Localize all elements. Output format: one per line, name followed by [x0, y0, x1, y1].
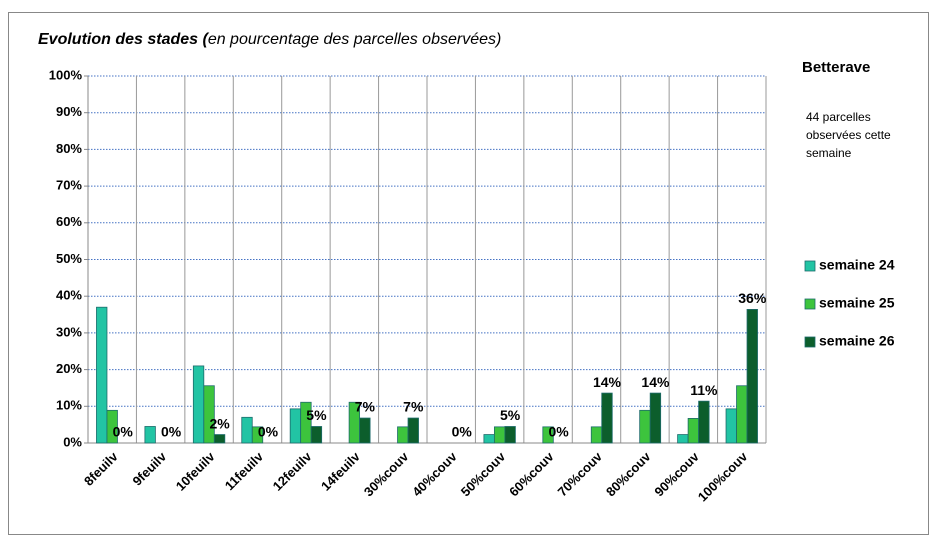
- y-tick-label: 30%: [56, 324, 82, 339]
- bar: [639, 409, 651, 444]
- bar: [300, 401, 312, 444]
- note-line: 44 parcelles: [806, 110, 871, 124]
- bar: [203, 385, 215, 444]
- bar: [289, 408, 302, 444]
- value-label: 36%: [738, 290, 767, 306]
- chart-frame: [8, 12, 929, 535]
- y-tick-label: 50%: [56, 251, 82, 266]
- bar: [213, 434, 226, 444]
- bar: [542, 426, 554, 444]
- title-sub: en pourcentage des parcelles observées): [208, 31, 502, 48]
- value-label: 11%: [690, 382, 718, 398]
- legend-swatch: [804, 260, 816, 272]
- x-tick-label: 90%couv: [651, 448, 702, 499]
- legend-label: semaine 25: [819, 295, 895, 311]
- bar: [144, 426, 156, 444]
- y-tick-label: 60%: [56, 214, 82, 229]
- x-tick-label: 10feuilv: [173, 448, 218, 493]
- bar: [192, 365, 205, 444]
- x-tick-label: 70%couv: [555, 448, 606, 499]
- legend-swatch: [804, 298, 816, 310]
- bar: [677, 434, 689, 444]
- legend-label: semaine 26: [819, 333, 895, 349]
- chart-title: Evolution des stades (en pourcentage des…: [38, 31, 501, 48]
- bar: [725, 408, 737, 444]
- bar: [310, 426, 323, 444]
- bar: [601, 392, 613, 444]
- bar: [504, 426, 516, 444]
- y-tick-label: 20%: [56, 361, 82, 376]
- bar: [241, 416, 253, 444]
- bar: [397, 426, 409, 444]
- value-label: 0%: [452, 424, 473, 440]
- bar: [483, 434, 495, 444]
- y-tick-label: 0%: [63, 434, 82, 449]
- x-tick-label: 11feuilv: [222, 448, 267, 493]
- value-label: 2%: [209, 415, 230, 431]
- note-line: semaine: [806, 146, 852, 160]
- value-label: 7%: [403, 399, 424, 415]
- value-label: 5%: [306, 407, 327, 423]
- legend-label: semaine 24: [819, 257, 895, 273]
- bar: [698, 400, 710, 444]
- x-tick-label: 100%couv: [695, 448, 751, 504]
- bar: [493, 426, 506, 444]
- x-tick-label: 8feuilv: [81, 448, 121, 488]
- bar: [687, 418, 700, 444]
- bar: [746, 309, 758, 444]
- value-label: 5%: [500, 407, 521, 423]
- x-tick-label: 14feuilv: [318, 448, 363, 493]
- y-tick-label: 80%: [56, 141, 82, 156]
- x-tick-label: 60%couv: [506, 448, 557, 499]
- value-label: 0%: [258, 424, 279, 440]
- bar: [649, 392, 662, 444]
- x-tick-label: 9feuilv: [129, 448, 169, 488]
- x-tick-label: 40%couv: [409, 448, 460, 499]
- y-tick-label: 70%: [56, 178, 82, 193]
- bar: [251, 426, 264, 444]
- y-tick-label: 10%: [56, 398, 82, 413]
- y-tick-label: 100%: [49, 67, 83, 82]
- x-tick-label: 30%couv: [361, 448, 412, 499]
- value-label: 0%: [113, 424, 134, 440]
- y-tick-label: 40%: [56, 288, 82, 303]
- bar: [407, 417, 419, 444]
- x-tick-label: 80%couv: [603, 448, 654, 499]
- bar: [736, 385, 748, 444]
- value-label: 7%: [355, 399, 376, 415]
- note-line: observées cette: [806, 128, 891, 142]
- value-label: 14%: [593, 374, 622, 390]
- bar: [359, 417, 371, 444]
- x-tick-label: 50%couv: [458, 448, 509, 499]
- bar: [106, 409, 118, 444]
- bar: [590, 426, 603, 444]
- crop-label: Betterave: [802, 59, 870, 76]
- value-label: 0%: [161, 424, 182, 440]
- value-label: 14%: [641, 374, 670, 390]
- legend-swatch: [804, 336, 816, 348]
- x-tick-label: 12feuilv: [270, 448, 315, 493]
- value-label: 0%: [548, 424, 569, 440]
- title-main: Evolution des stades (: [38, 31, 209, 48]
- bar: [96, 306, 108, 444]
- y-tick-label: 90%: [56, 104, 82, 119]
